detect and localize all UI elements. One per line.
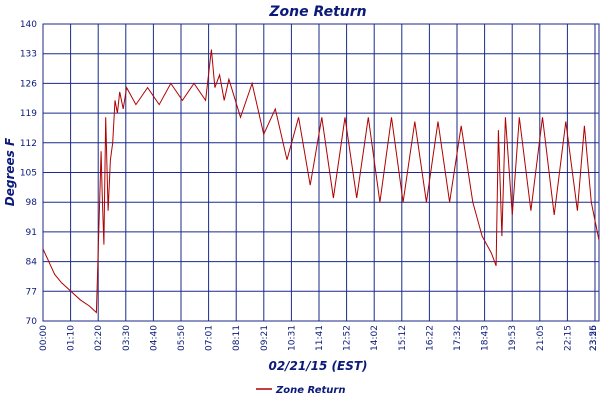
y-tick-label: 77	[26, 287, 37, 297]
x-tick-label: 15:12	[398, 325, 408, 351]
y-axis-label: Degrees F	[3, 137, 17, 206]
x-tick-label: 19:53	[508, 325, 518, 351]
x-tick-label: 04:40	[149, 325, 159, 351]
x-tick-label: 02:20	[94, 325, 104, 351]
plot-frame	[42, 23, 600, 322]
x-tick-label: 10:31	[287, 325, 297, 351]
x-tick-label: 18:43	[481, 325, 491, 351]
x-tick-label: 01:10	[67, 325, 77, 351]
x-tick-label: 08:11	[232, 325, 242, 351]
y-tick-label: 70	[26, 317, 38, 327]
x-tick-label: 22:15	[563, 325, 573, 351]
chart-title: Zone Return	[268, 4, 366, 20]
series-line-zone-return	[42, 49, 600, 314]
y-tick-labels: 70 77 84 91 98 105 112 119 126 133 140	[20, 20, 37, 327]
x-tick-label: 07:01	[205, 325, 215, 351]
y-tick-label: 140	[20, 20, 37, 30]
x-tick-label: 11:41	[315, 325, 325, 351]
x-tick-label: 17:32	[453, 325, 463, 351]
y-tick-label: 84	[26, 258, 38, 268]
x-axis-label: 02/21/15 (EST)	[268, 359, 367, 373]
x-tick-label: 05:50	[177, 325, 187, 351]
x-tick-label: 14:02	[370, 325, 380, 351]
x-tick-label: 00:00	[39, 325, 49, 351]
x-tick-label: 12:52	[343, 325, 353, 351]
y-tick-label: 133	[20, 50, 37, 60]
x-tick-labels: 00:00 01:10 02:20 03:30 04:40 05:50 07:01 08:11…	[39, 325, 599, 351]
y-tick-label: 112	[20, 139, 37, 149]
x-tick-label: 23:56	[589, 325, 599, 351]
y-tick-label: 98	[26, 198, 38, 208]
y-tick-label: 126	[20, 79, 37, 89]
x-tick-label: 23:25	[589, 325, 599, 351]
legend-label-zone-return: Zone Return	[275, 385, 345, 396]
x-tick-label: 21:05	[536, 325, 546, 351]
y-tick-label: 105	[20, 169, 37, 179]
y-tick-label: 91	[26, 228, 37, 238]
x-tick-label: 16:22	[425, 325, 435, 351]
x-tick-label: 09:21	[260, 325, 270, 351]
x-tick-label: 03:30	[122, 325, 132, 351]
y-tick-label: 119	[20, 109, 37, 119]
